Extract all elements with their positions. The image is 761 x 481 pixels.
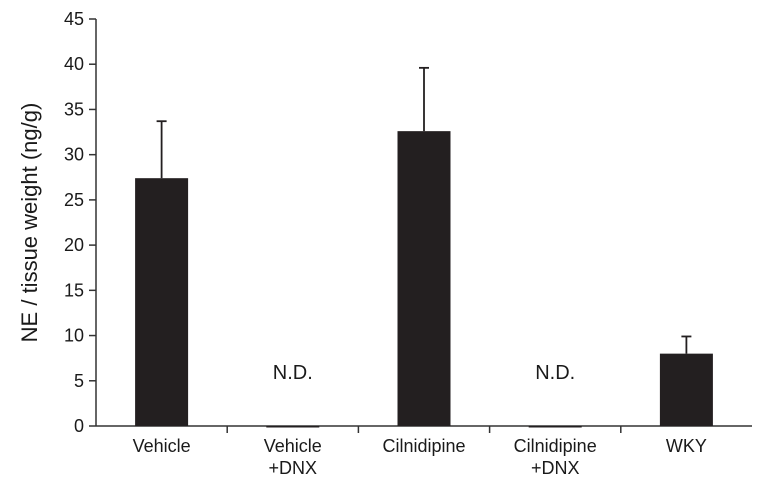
- bar: [266, 426, 320, 428]
- y-tick-label: 35: [64, 99, 84, 119]
- bar-series: [135, 131, 713, 428]
- bar: [397, 131, 451, 426]
- y-tick-label: 0: [74, 416, 84, 436]
- x-tick-label: Cilnidipine: [382, 436, 465, 456]
- y-tick-label: 45: [64, 9, 84, 29]
- annotations: N.D. N.D.: [273, 362, 575, 384]
- nd-annotation: N.D.: [273, 362, 313, 384]
- bar: [659, 353, 713, 426]
- error-bars: [156, 66, 692, 354]
- x-tick-label: Cilnidipine +DNX: [514, 436, 597, 478]
- y-tick-label: 5: [74, 371, 84, 391]
- nd-annotation: N.D.: [535, 362, 575, 384]
- y-tick-label: 40: [64, 54, 84, 74]
- y-tick-label: 15: [64, 280, 84, 300]
- bar: [528, 426, 582, 428]
- x-axis: Vehicle Vehicle +DNX Cilnidipine Cilnidipine…: [96, 425, 752, 478]
- x-tick-label: Vehicle: [133, 436, 191, 456]
- x-tick-label: WKY: [666, 436, 707, 456]
- y-tick-label: 10: [64, 326, 84, 346]
- y-tick-label: 20: [64, 235, 84, 255]
- y-axis-title: NE / tissue weight (ng/g): [17, 103, 42, 343]
- y-axis: 0 5 10 15 20 25 30 35 40 45: [64, 9, 97, 436]
- y-tick-label: 25: [64, 190, 84, 210]
- x-tick-label: Vehicle +DNX: [264, 436, 322, 478]
- y-tick-label: 30: [64, 145, 84, 165]
- bar: [135, 178, 189, 426]
